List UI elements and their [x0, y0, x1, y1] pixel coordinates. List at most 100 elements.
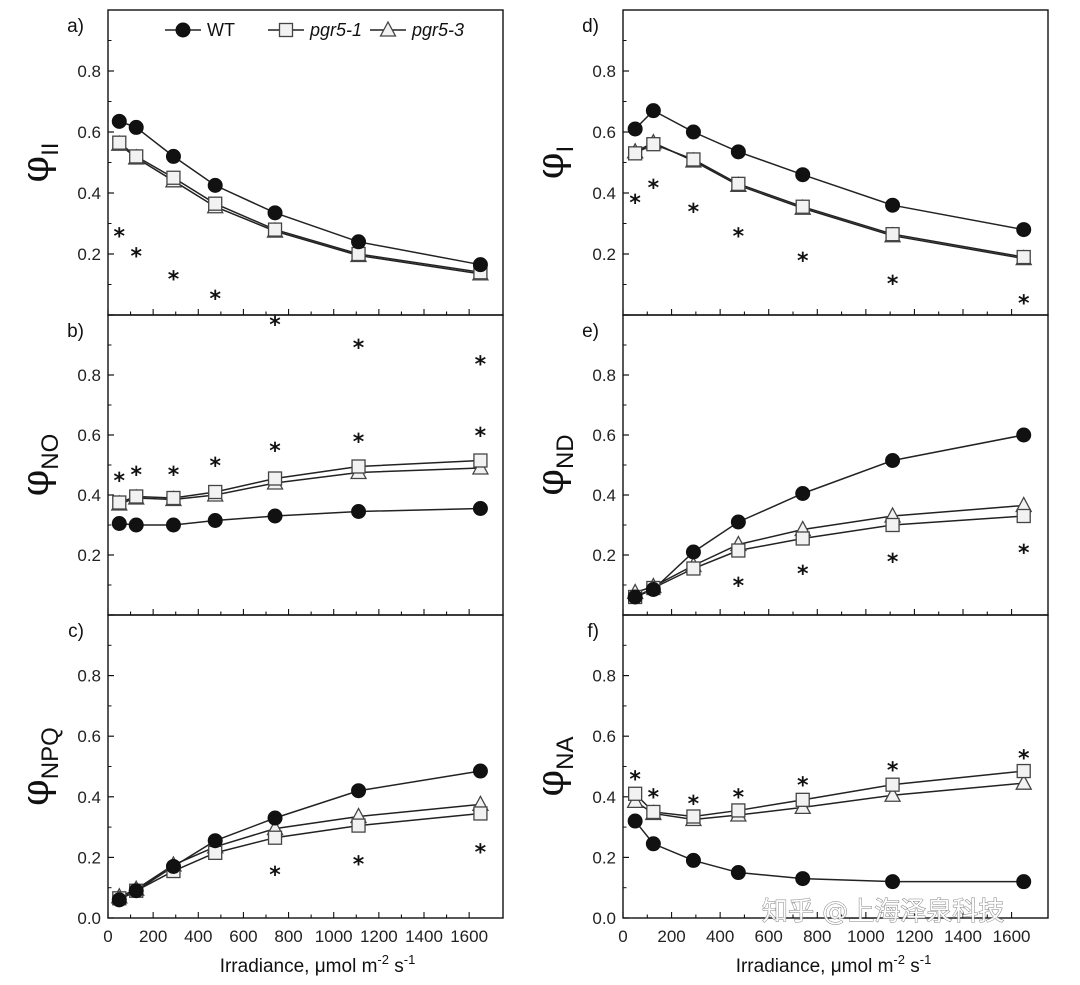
marker-WT [730, 514, 746, 530]
significance-star: * [1018, 541, 1030, 566]
marker-WT [795, 486, 811, 501]
x-tick-label: 400 [706, 927, 734, 946]
y-tick-label: 0.8 [77, 366, 101, 385]
marker-WT [472, 501, 488, 516]
series-line-WT [119, 120, 481, 266]
panel-a: 0.20.40.60.8a)φII******* [13, 9, 504, 378]
significance-star: * [353, 336, 365, 361]
marker-WT [1016, 222, 1032, 238]
marker-pgr5-1 [473, 453, 488, 468]
marker-WT [645, 103, 661, 119]
x-tick-label: 1200 [896, 927, 934, 946]
y-axis-label: φND [528, 434, 579, 495]
y-axis-label-symbol: φ [13, 779, 57, 806]
y-axis-label-symbol: φ [528, 153, 572, 180]
panel-frame [622, 614, 1049, 919]
marker-pgr5-1 [885, 777, 900, 792]
y-axis-label-subscript: NO [37, 434, 64, 470]
marker-pgr5-3 [1015, 773, 1033, 790]
marker-pgr5-1 [208, 845, 223, 861]
y-tick-label: 0.2 [77, 848, 101, 867]
marker-WT [627, 121, 643, 137]
marker-pgr5-1 [731, 176, 746, 192]
marker-WT [111, 113, 127, 129]
panel-b: 0.20.40.60.8b)φNO* * * ** * * [13, 314, 504, 616]
significance-star: * [688, 792, 700, 817]
marker-pgr5-1 [686, 809, 701, 824]
marker-pgr5-1 [278, 22, 294, 38]
x-axis-title-mid: s [389, 956, 404, 977]
marker-WT [165, 517, 181, 533]
y-axis-label-symbol: φ [13, 470, 57, 497]
y-tick-label: 0.8 [77, 62, 101, 81]
y-axis-label: φNA [528, 737, 579, 797]
significance-star: * [733, 574, 745, 599]
significance-star: * [130, 463, 142, 488]
watermark: 知乎 @上海泽泉科技 [762, 897, 1004, 927]
marker-WT [730, 865, 746, 881]
marker-pgr5-1 [795, 531, 810, 546]
y-tick-label: 0.0 [77, 909, 101, 928]
x-axis-title-main: Irradiance, μmol m [736, 956, 894, 977]
marker-pgr5-1 [686, 561, 701, 576]
marker-WT [111, 516, 127, 531]
marker-WT [351, 783, 367, 799]
marker-pgr5-1 [731, 803, 746, 818]
marker-WT [267, 205, 283, 221]
marker-pgr5-1 [166, 170, 181, 185]
marker-pgr5-1 [267, 830, 283, 845]
marker-pgr5-1 [795, 792, 810, 807]
marker-WT [685, 124, 701, 140]
y-tick-label: 0.4 [77, 486, 101, 505]
significance-star: * [629, 191, 641, 216]
y-tick-label: 0.2 [592, 245, 616, 264]
y-axis-label: φNPQ [13, 727, 64, 806]
x-tick-label: 400 [184, 927, 212, 946]
significance-star: * [353, 430, 365, 455]
marker-WT [1016, 874, 1032, 890]
series-line-WT [634, 820, 1024, 883]
significance-star: * [887, 550, 899, 575]
y-tick-label: 0.4 [592, 788, 616, 807]
x-tick-label: 200 [657, 927, 685, 946]
marker-pgr5-1 [1016, 508, 1031, 524]
marker-pgr5-1 [473, 806, 488, 821]
y-tick-label: 0.2 [77, 245, 101, 264]
legend-label: WT [207, 20, 235, 40]
significance-star: * [887, 272, 899, 297]
significance-star: * [209, 287, 221, 312]
y-tick-label: 0.6 [77, 426, 101, 445]
x-axis-title-sup: -1 [404, 952, 416, 967]
x-axis-title-sup: -2 [893, 952, 905, 967]
y-tick-label: 0.4 [592, 486, 616, 505]
marker-WT [685, 852, 701, 868]
marker-WT [472, 763, 488, 779]
marker-pgr5-1 [627, 146, 643, 161]
panel-letter: f) [587, 621, 599, 642]
significance-star: * [648, 176, 660, 201]
panels-layer: 0.20.40.60.8a)φII*******0.20.40.60.8b)φN… [13, 9, 1049, 946]
marker-pgr5-1 [351, 818, 366, 833]
y-tick-label: 0.6 [77, 727, 101, 746]
x-tick-label: 1400 [405, 927, 443, 946]
marker-pgr5-1 [351, 459, 366, 474]
legend-item-WT: WT [165, 20, 235, 40]
marker-pgr5-1 [112, 135, 127, 150]
significance-star: * [168, 463, 180, 488]
marker-WT [885, 197, 901, 213]
significance-star: * [688, 200, 700, 225]
marker-WT [267, 508, 283, 524]
marker-WT [351, 504, 367, 519]
y-tick-label: 0.4 [592, 184, 616, 203]
marker-pgr5-1 [267, 222, 283, 237]
x-tick-label: 1000 [315, 927, 353, 946]
legend-item-pgr5-1: pgr5-1 [268, 20, 362, 40]
panel-d: 0.2 0.4 0.6 0.8 d) φI * * * * * * * [528, 9, 1049, 317]
panel-letter: d) [582, 16, 599, 37]
y-tick-label: 0.6 [592, 727, 616, 746]
x-tick-label: 0 [618, 927, 627, 946]
significance-star: * [209, 454, 221, 479]
marker-pgr5-1 [795, 199, 810, 214]
marker-WT [207, 177, 223, 193]
